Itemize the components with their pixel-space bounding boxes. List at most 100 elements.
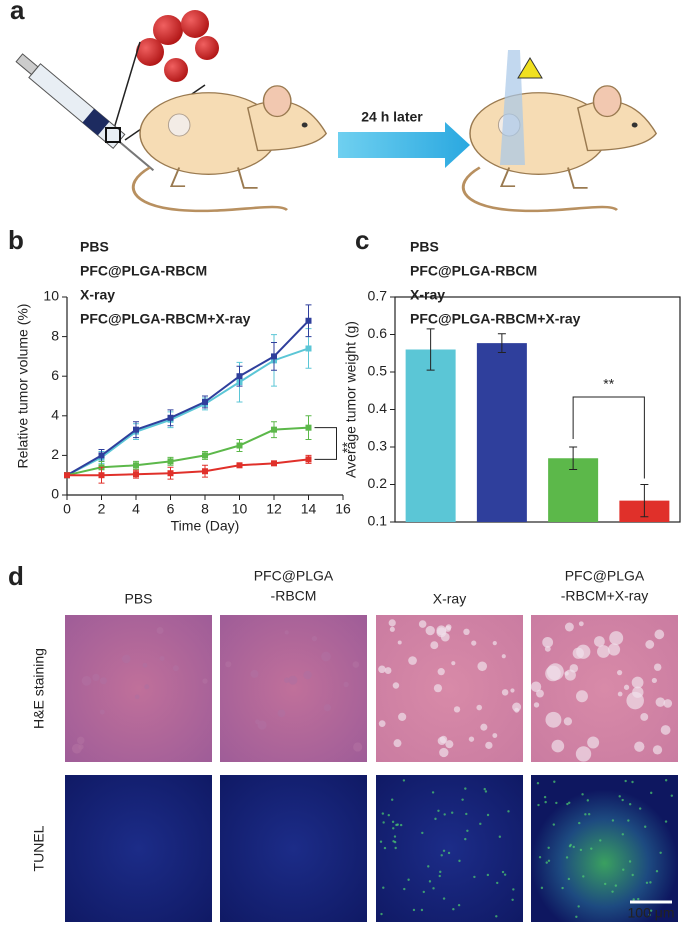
marker (133, 426, 139, 433)
x-axis-label: Time (Day) (171, 518, 240, 534)
tissue-texture (397, 640, 402, 645)
tissue-texture (514, 707, 520, 713)
tissue-texture (352, 661, 360, 668)
tissue-texture (430, 641, 439, 650)
tissue-texture (422, 890, 425, 894)
tissue-texture (394, 846, 397, 850)
panel-label: a (10, 0, 25, 25)
tissue-texture (496, 881, 499, 885)
tissue-texture (670, 794, 674, 797)
tissue-texture (468, 736, 475, 742)
tissue-texture (428, 880, 432, 883)
tissue-texture (563, 717, 573, 726)
tissue-texture (624, 779, 627, 783)
tissue-texture (408, 656, 417, 665)
x-tick-label: 12 (266, 501, 282, 517)
tissue-texture (283, 677, 290, 683)
tissue-texture (617, 691, 623, 697)
tissue-texture (225, 661, 232, 668)
tissue-texture (432, 887, 435, 890)
tissue-texture (512, 888, 515, 891)
tissue-texture (652, 745, 663, 755)
tissue-texture (387, 813, 390, 817)
tissue-texture (381, 812, 385, 815)
tissue-texture (664, 820, 668, 823)
tissue-texture (382, 821, 385, 824)
tissue-texture (479, 822, 482, 826)
tissue-texture (495, 915, 498, 918)
tissue-texture (390, 798, 394, 801)
tissue-texture (445, 740, 454, 749)
significance-label: ** (339, 442, 355, 453)
error-bar (569, 446, 578, 470)
marker (202, 468, 208, 475)
tissue-texture (567, 877, 571, 881)
tissue-texture (403, 887, 406, 891)
tissue-texture (483, 787, 486, 791)
tissue-texture (471, 640, 477, 646)
tissue-texture (343, 681, 349, 688)
tissue-texture (637, 897, 640, 901)
particle (195, 36, 219, 60)
particle (164, 58, 188, 82)
y-axis-label: Average tumor weight (g) (343, 321, 359, 478)
tissue-texture (418, 620, 427, 628)
series-line (66, 347, 309, 477)
tissue-texture (614, 884, 618, 887)
tissue-texture (586, 799, 590, 802)
panel-label: c (355, 225, 369, 255)
tissue-texture (582, 875, 585, 878)
tissue-texture (618, 795, 621, 798)
tissue-texture (632, 898, 635, 901)
tissue-texture (392, 682, 400, 689)
tissue-texture (440, 854, 443, 857)
marker (305, 424, 312, 431)
tissue-texture (599, 839, 602, 842)
tissue-texture (277, 709, 286, 718)
tissue-texture (453, 706, 461, 713)
tissue-texture (442, 897, 446, 900)
tissue-texture (503, 873, 507, 876)
micrograph (220, 775, 367, 922)
tissue-texture (575, 746, 592, 762)
tissue-texture (486, 813, 490, 817)
micrograph (65, 775, 212, 922)
tissue-texture (476, 704, 483, 711)
tissue-texture (510, 688, 515, 693)
tissue-texture (442, 849, 446, 852)
series-line (67, 458, 309, 477)
marker (133, 471, 139, 478)
tissue-texture (440, 632, 450, 642)
tissue-texture (451, 661, 456, 666)
tissue-texture (663, 699, 673, 708)
tissue-texture (659, 851, 662, 854)
particle (153, 15, 183, 45)
tissue-texture (433, 684, 443, 693)
tissue-texture (431, 791, 435, 794)
tissue-texture (202, 678, 208, 684)
tissue-texture (353, 742, 363, 752)
hazard-icon (517, 57, 543, 79)
particle (136, 38, 164, 66)
series-line (66, 320, 310, 477)
tissue-texture (399, 823, 403, 827)
tissue-texture (648, 913, 651, 917)
marker (133, 462, 139, 469)
x-tick-label: 16 (335, 501, 351, 517)
tissue-texture (78, 744, 84, 750)
tissue-texture (566, 802, 569, 806)
tissue-texture (398, 712, 407, 721)
tissue-texture (99, 677, 107, 685)
tissue-texture (536, 689, 544, 698)
tissue-texture (579, 848, 583, 852)
significance-label: ** (603, 376, 614, 392)
syringe (15, 53, 155, 172)
tissue-texture (631, 780, 634, 784)
tissue-texture (547, 859, 551, 862)
tissue-texture (542, 636, 554, 648)
tissue-texture (156, 626, 164, 634)
tissue-texture (465, 812, 468, 816)
tissue-texture (492, 640, 497, 646)
tissue-texture (501, 689, 509, 696)
y-tick-label: 0 (51, 486, 59, 502)
